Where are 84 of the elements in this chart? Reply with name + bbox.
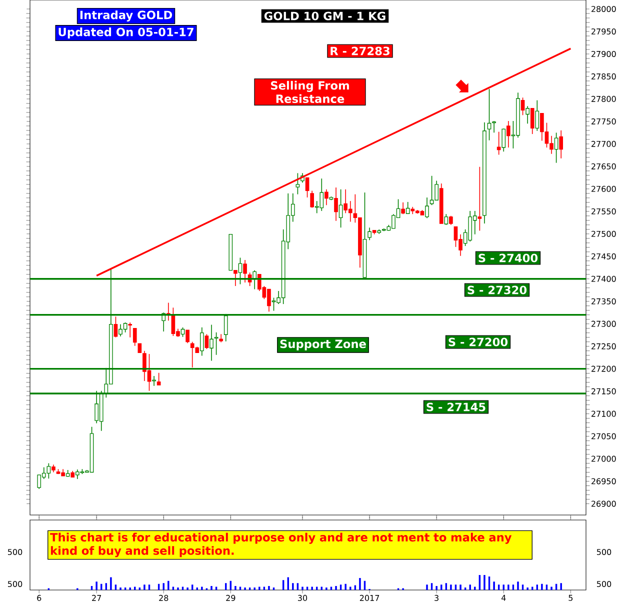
y-tick-label: 27150: [592, 388, 616, 394]
y-tick-label: 27550: [592, 208, 616, 214]
candlestick: [338, 188, 343, 228]
y-tick-label: 27900: [592, 50, 616, 57]
x-tick-label: 4: [501, 594, 506, 601]
y-tick-label: 27100: [592, 410, 616, 417]
y-tick-label: 27450: [592, 253, 616, 260]
candlestick: [243, 260, 247, 283]
y-tick-label: 27050: [592, 433, 616, 440]
x-tick-label: 2017: [360, 594, 380, 601]
candlestick: [496, 131, 501, 156]
candlestick: [506, 120, 510, 148]
candlestick: [334, 187, 338, 222]
y-tick-label: 27850: [592, 73, 616, 80]
candlestick: [492, 120, 496, 134]
candlestick: [368, 227, 372, 241]
x-tick-label: 28: [159, 594, 168, 601]
candlestick: [152, 376, 156, 386]
ref-line-label: S - 27320: [468, 286, 527, 294]
candlestick: [478, 166, 482, 232]
candlestick: [444, 214, 448, 226]
candlestick: [487, 88, 492, 141]
candlestick: [128, 322, 132, 338]
x-tick-label: 6: [37, 594, 42, 601]
text: 500: [8, 548, 22, 555]
y-tick-label: 28000: [592, 6, 616, 12]
candlestick: [219, 334, 223, 343]
annotation: Selling From Resistance: [270, 80, 349, 104]
annotation: Intraday GOLD: [80, 10, 172, 22]
candlestick: [425, 197, 429, 219]
text: 500: [596, 548, 612, 555]
text: 500: [596, 580, 612, 587]
ref-line-label: S - 27200: [448, 338, 508, 346]
y-tick-label: 26900: [592, 500, 616, 507]
y-tick-label: 27600: [592, 186, 616, 192]
candlestick: [296, 172, 300, 195]
candlestick: [520, 97, 525, 116]
y-tick-label: 27750: [592, 118, 616, 124]
ref-line-label: S - 27145: [426, 402, 486, 412]
candlestick: [305, 177, 310, 198]
x-tick-label: 3: [434, 594, 438, 601]
y-tick-label: 27400: [592, 276, 616, 282]
y-tick-label: 27300: [592, 320, 616, 327]
x-tick-label: 27: [92, 594, 101, 601]
y-tick-label: 27000: [592, 456, 616, 462]
annotation: Updated On 05-01-17: [58, 28, 194, 38]
candlestick: [114, 316, 118, 338]
candlestick: [406, 202, 410, 214]
y-tick-label: 27500: [592, 230, 616, 237]
annotation: R - 27283: [330, 46, 390, 56]
y-tick-label: 27250: [592, 343, 616, 350]
candlestick: [401, 202, 405, 214]
candlestick: [535, 100, 540, 132]
candlestick: [210, 324, 214, 362]
candlestick: [180, 327, 185, 338]
candlestick: [526, 106, 530, 124]
candlestick: [186, 330, 190, 344]
text: 500: [8, 580, 22, 587]
candlestick: [554, 132, 558, 164]
candlestick: [214, 332, 218, 356]
candlestick: [156, 372, 161, 386]
candlestick: [204, 334, 209, 350]
y-tick-label: 27700: [592, 140, 616, 147]
y-tick-label: 27650: [592, 163, 616, 170]
y-tick-label: 26950: [592, 478, 616, 484]
x-tick-label: 5: [568, 594, 573, 601]
y-tick-label: 27200: [592, 366, 616, 372]
y-tick-label: 27350: [592, 298, 616, 304]
candlestick: [324, 188, 328, 206]
ref-line-label: S - 27400: [478, 254, 538, 262]
y-tick-label: 27800: [592, 96, 616, 102]
candlestick: [132, 328, 137, 346]
candlestick: [559, 130, 564, 159]
x-tick-label: 30: [298, 594, 308, 601]
annotation: Support Zone: [280, 340, 366, 350]
text: GOLD 10 GM - 1 KG: [264, 12, 386, 20]
text: This chart is for educational purpose only and are not ment to make any kind of buy and sell position.: [50, 532, 512, 558]
y-tick-label: 27950: [592, 28, 616, 34]
x-tick-label: 29: [226, 594, 236, 601]
candlestick: [234, 270, 238, 286]
candlestick: [200, 327, 204, 356]
candlestick: [310, 190, 314, 208]
candlestick: [530, 108, 534, 134]
candlestick: [502, 128, 506, 152]
